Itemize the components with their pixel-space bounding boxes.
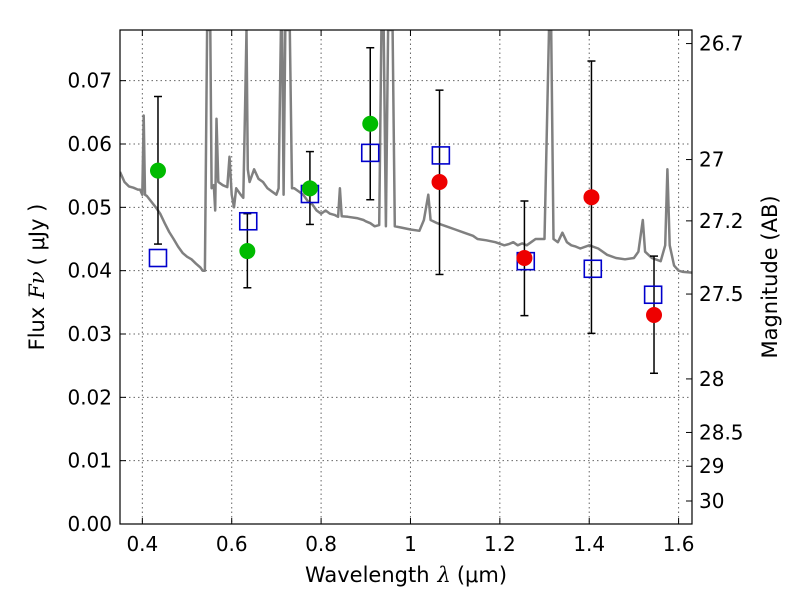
- y2-tick-label: 28.5: [699, 420, 744, 444]
- y-tick-label: 0.04: [67, 259, 112, 283]
- x-tick-label: 1.6: [663, 532, 695, 556]
- model-spectrum: [120, 30, 692, 274]
- y2-tick-label: 27.5: [699, 282, 744, 306]
- x-tick-label: 1: [404, 532, 417, 556]
- y2-tick-label: 30: [699, 489, 724, 513]
- y-tick-label: 0.01: [67, 449, 112, 473]
- y2-tick-label: 28: [699, 367, 724, 391]
- green-photometry-point: [301, 180, 318, 197]
- x-tick-label: 0.4: [126, 532, 158, 556]
- model-photometry-square: [238, 211, 258, 231]
- model-photometry-square: [583, 259, 603, 279]
- y-tick-label: 0.06: [67, 132, 112, 156]
- x-tick-label: 1.2: [484, 532, 516, 556]
- green-photometry-point: [362, 115, 379, 132]
- green-photometry-point: [149, 162, 166, 179]
- red-photometry-point: [583, 189, 600, 206]
- red-photometry-point: [431, 174, 448, 190]
- y-tick-label: 0.02: [67, 385, 112, 409]
- y-tick-label: 0.07: [67, 69, 112, 93]
- red-photometry-point: [646, 307, 663, 323]
- y2-axis-label: Magnitude (AB): [758, 195, 782, 358]
- x-tick-label: 1.4: [573, 532, 605, 556]
- model-spectrum-line: [120, 30, 692, 274]
- x-tick-label: 0.8: [305, 532, 337, 556]
- model-photometry-square: [431, 146, 451, 165]
- y-axis-label: FluxFν( μJy ): [25, 204, 49, 351]
- model-photometry-square: [643, 285, 663, 305]
- axis-ticks: 0.4 0.6 0.8 1 1.2 1.4 1.6 0.00 0.01 0.02 0.03 0.04 0…: [67, 30, 744, 556]
- green-photometry-point: [239, 243, 256, 260]
- y2-tick-label: 27: [699, 148, 724, 172]
- x-tick-label: 0.6: [216, 532, 248, 556]
- observed-photometry-points: [149, 115, 663, 323]
- y2-tick-label: 27.2: [699, 209, 744, 233]
- y-tick-label: 0.03: [67, 322, 112, 346]
- y-tick-label: 0.05: [67, 195, 112, 219]
- x-axis-label: Wavelength λ (μm): [305, 563, 507, 587]
- y2-tick-label: 29: [699, 454, 724, 478]
- model-photometry-square: [360, 143, 380, 163]
- y-tick-label: 0.00: [67, 512, 112, 536]
- plot-frame: [119, 29, 693, 525]
- y2-tick-label: 26.7: [699, 32, 744, 56]
- red-photometry-point: [516, 250, 533, 266]
- model-photometry-square: [148, 248, 168, 268]
